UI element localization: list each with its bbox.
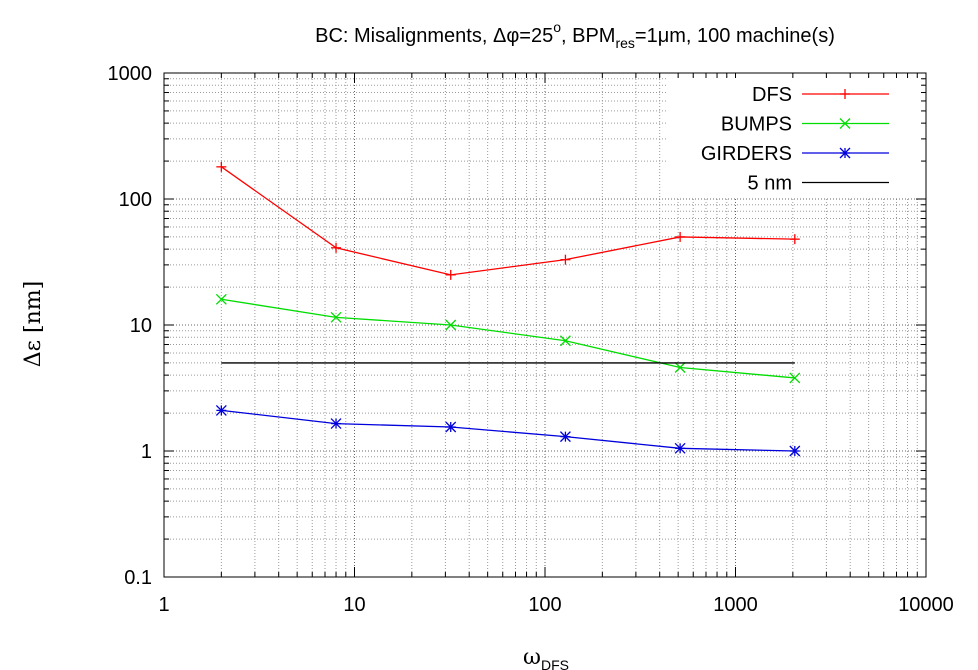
title-delta: Δφ=25 <box>493 25 553 47</box>
y-tick-label: 1000 <box>108 63 153 85</box>
legend-label-girders: GIRDERS <box>701 143 792 165</box>
y-tick-label: 100 <box>119 189 152 211</box>
series-line-girders <box>221 409 795 452</box>
title-sep: , BPM <box>561 25 615 47</box>
data-point-dfs <box>675 231 686 242</box>
legend-label-bumps: BUMPS <box>721 114 792 136</box>
y-tick-label: 1 <box>141 441 152 463</box>
data-point-girders <box>330 418 342 430</box>
data-point-girders <box>789 445 801 457</box>
legend-marker-dfs <box>840 89 850 99</box>
data-point-girders <box>674 442 686 454</box>
ticks: 1 10 100 1000 10000 0.1 1 10 100 1000 <box>108 63 954 616</box>
title-res-subscript: res <box>615 35 634 51</box>
x-tick-label: 10000 <box>898 594 954 616</box>
x-tick-label: 1 <box>158 594 169 616</box>
data-point-dfs <box>216 161 227 172</box>
series-line-dfs <box>220 166 795 276</box>
data-point-bumps <box>559 335 571 347</box>
data-point-bumps <box>445 319 457 331</box>
x-axis-label-sub: DFS <box>541 657 569 670</box>
x-axis-label-main: ω <box>523 645 541 670</box>
data-point-dfs <box>331 242 342 253</box>
legend-marker-girders <box>839 147 851 159</box>
series-line-bumps <box>221 298 795 379</box>
data-point-dfs <box>560 254 571 265</box>
data-point-girders <box>559 431 571 443</box>
title-degree-superscript: o <box>553 19 561 35</box>
chart-title: BC: Misalignments, Δφ=25o, BPMres=1μm, 1… <box>315 19 835 51</box>
data-point-girders <box>445 421 457 433</box>
title-res-value: =1μm, 100 machine(s) <box>635 25 835 47</box>
legend: DFS BUMPS GIRDERS 5 nm <box>668 78 921 198</box>
data-point-bumps <box>789 372 801 384</box>
data-point-girders <box>215 404 227 416</box>
data-point-dfs <box>789 234 800 245</box>
y-axis-label: Δε [nm] <box>21 281 46 367</box>
series-group <box>215 161 801 457</box>
legend-background <box>668 78 921 198</box>
x-tick-label: 100 <box>528 594 561 616</box>
title-prefix: BC: Misalignments, <box>315 25 493 47</box>
legend-label-dfs: DFS <box>752 84 792 106</box>
plot-frame <box>163 72 927 578</box>
legend-label-5-nm: 5 nm <box>748 173 792 195</box>
legend-marker-bumps <box>839 118 851 129</box>
x-axis-label: ωDFS <box>523 645 569 670</box>
x-tick-label: 1000 <box>713 594 758 616</box>
data-point-bumps <box>330 311 342 323</box>
data-point-bumps <box>674 362 686 373</box>
data-point-bumps <box>215 293 227 305</box>
y-tick-label: 10 <box>130 315 152 337</box>
data-point-dfs <box>445 269 456 280</box>
y-tick-label: 0.1 <box>124 567 152 589</box>
x-tick-label: 10 <box>343 594 365 616</box>
grid <box>163 72 927 578</box>
